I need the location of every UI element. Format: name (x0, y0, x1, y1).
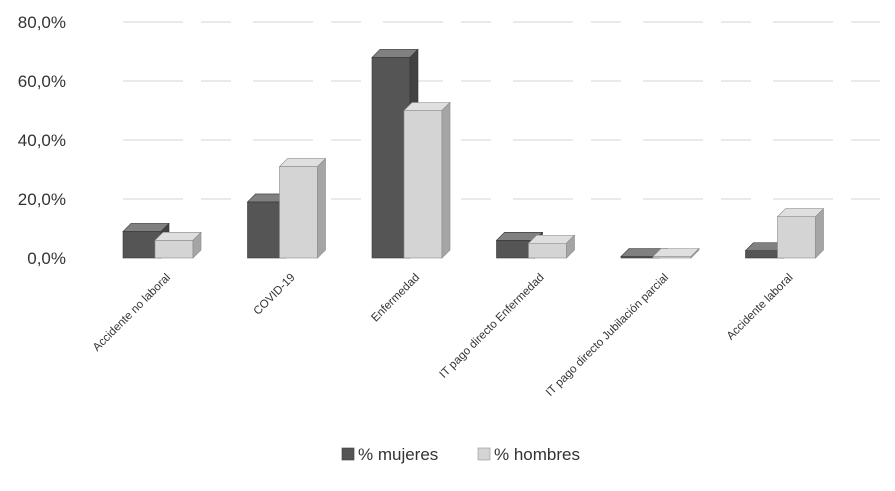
y-tick-label: 80,0% (18, 13, 66, 32)
legend-label: % mujeres (358, 445, 438, 464)
bar-hombres (404, 103, 450, 259)
legend-item: % mujeres (342, 445, 438, 464)
x-tick-label: COVID-19 (252, 272, 298, 318)
legend: % mujeres % hombres (342, 445, 580, 464)
legend-item: % hombres (478, 445, 580, 464)
y-tick-label: 20,0% (18, 190, 66, 209)
legend-swatch (478, 448, 490, 460)
bar-hombres (529, 235, 575, 258)
x-tick-label: IT pago directo Jubilación parcial (544, 272, 671, 399)
gridlines (123, 22, 880, 199)
y-axis-ticks: 0,0% 20,0% 40,0% 60,0% 80,0% (18, 13, 66, 268)
bar-hombres (653, 249, 699, 259)
x-tick-label: Enfermedad (369, 272, 422, 325)
x-tick-label: Accidente laboral (725, 272, 796, 343)
bar-hombres (280, 159, 326, 258)
legend-label: % hombres (494, 445, 580, 464)
y-tick-label: 60,0% (18, 72, 66, 91)
y-tick-label: 40,0% (18, 131, 66, 150)
bar-hombres (155, 232, 201, 258)
x-axis-ticks: Accidente no laboral COVID-19 Enfermedad IT… (91, 272, 796, 399)
legend-swatch (342, 448, 354, 460)
bar-hombres (778, 209, 824, 258)
x-tick-label: Accidente no laboral (91, 272, 173, 354)
x-tick-label: IT pago directo Enfermedad (437, 272, 546, 381)
y-tick-label: 0,0% (27, 249, 66, 268)
